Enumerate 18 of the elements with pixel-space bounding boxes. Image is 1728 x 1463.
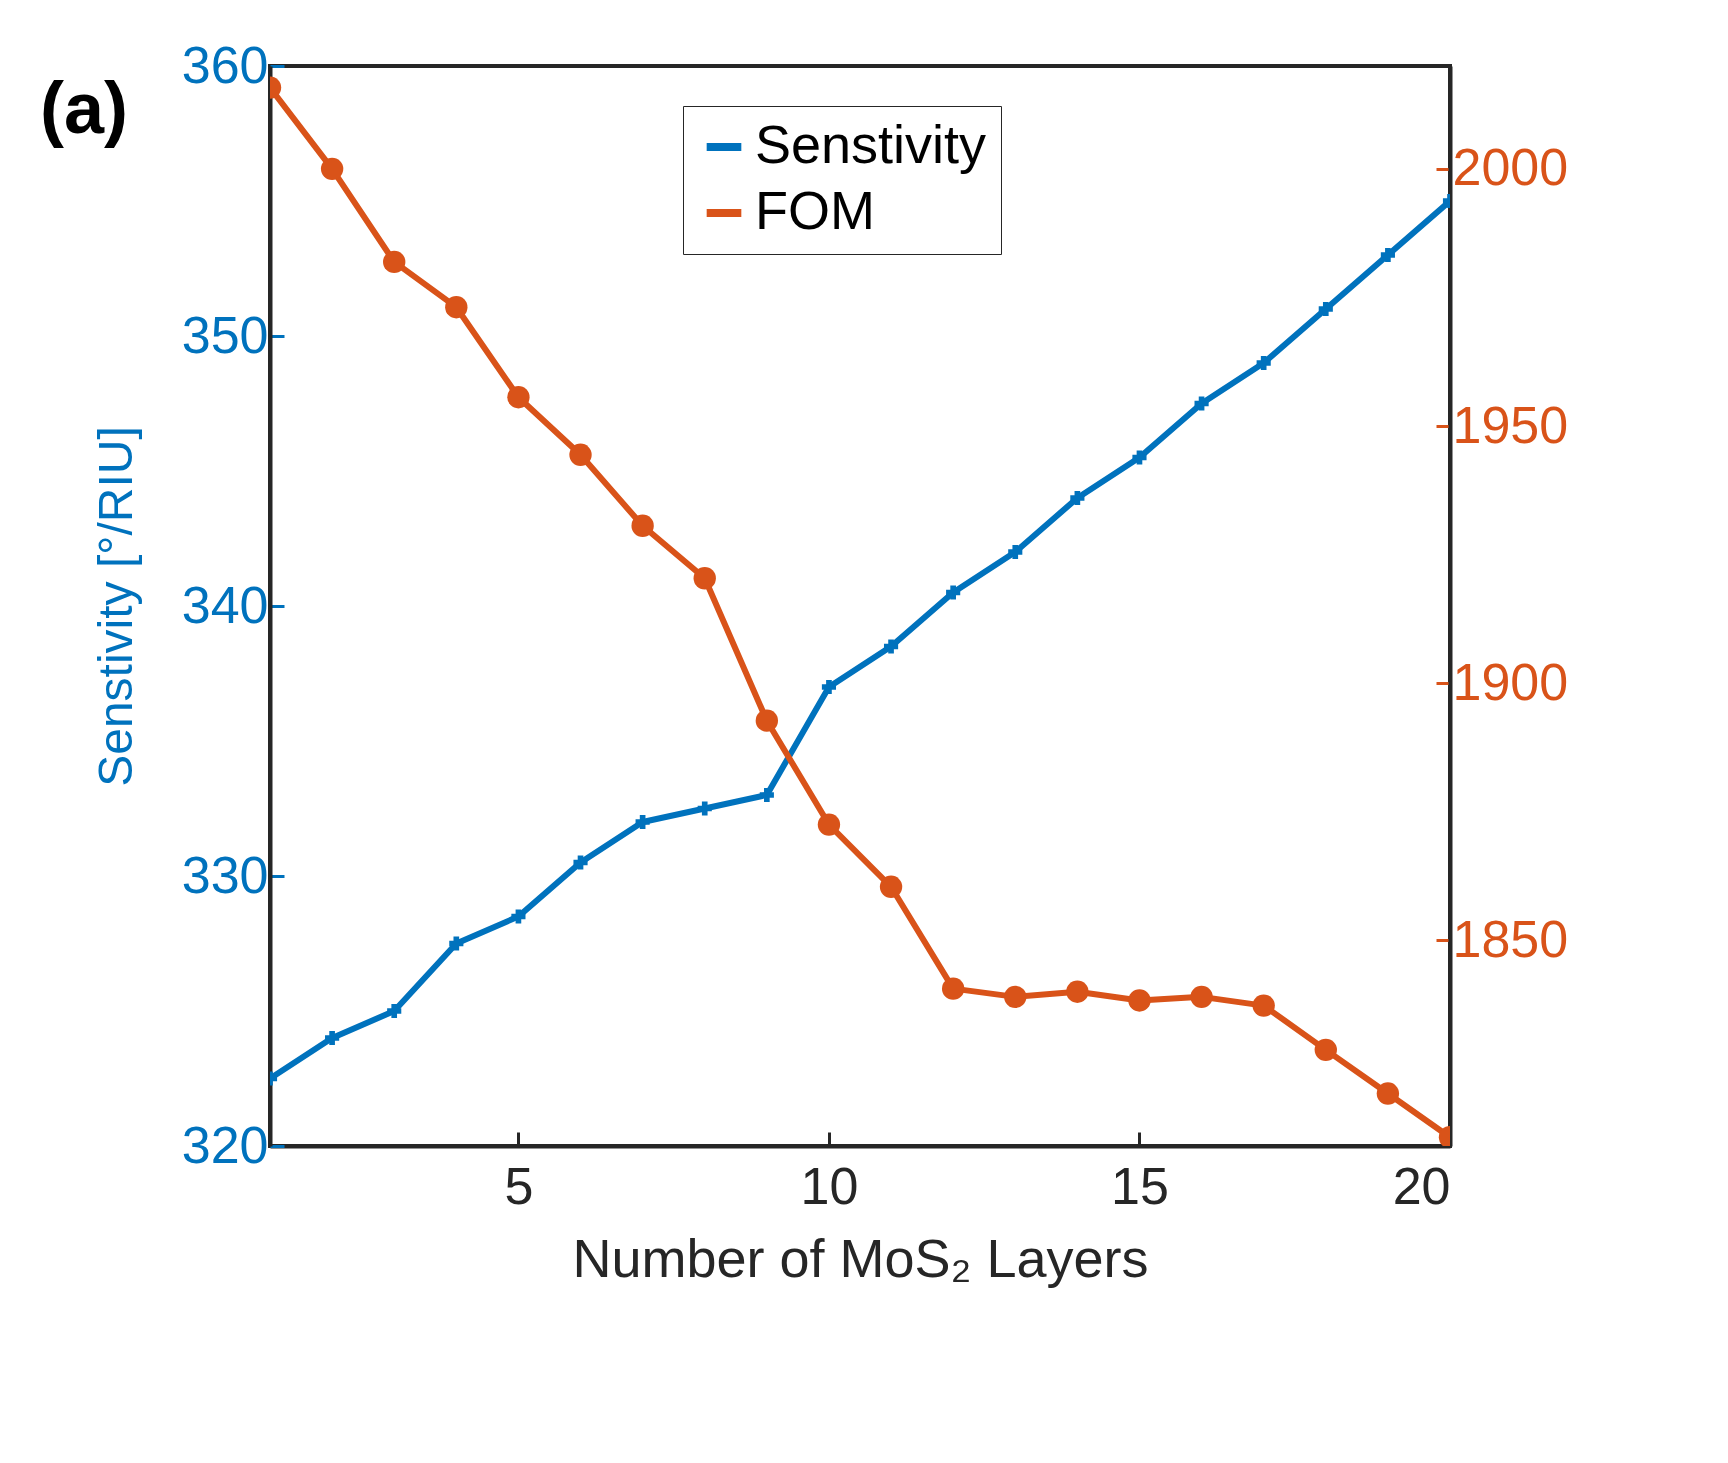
y-tick-label: 350 — [181, 305, 269, 364]
y-tick-label: 320 — [181, 1115, 269, 1174]
y-axis-title: Senstivity [°/RIU] — [88, 426, 142, 787]
y2-tick-label: 1900 — [1452, 652, 1569, 711]
y-tick-label: 330 — [181, 845, 269, 904]
y2-tick-label: 1850 — [1452, 909, 1569, 968]
y-tick-label: 340 — [181, 575, 269, 634]
y2-tick-label: 1950 — [1452, 395, 1569, 454]
x-tick-label: 5 — [504, 1156, 534, 1215]
x-tick-label: 10 — [800, 1156, 859, 1215]
y-tick-label: 360 — [181, 35, 269, 94]
x-tick-label: 20 — [1392, 1156, 1451, 1215]
legend-label: Senstivity — [755, 114, 987, 174]
legend-label: FOM — [755, 180, 875, 240]
text: (a) — [40, 68, 128, 148]
x-tick-label: 15 — [1111, 1156, 1169, 1215]
y2-tick-label: 2000 — [1452, 138, 1569, 197]
x-axis-title: Number of MoS₂ Layers — [572, 1227, 1149, 1288]
